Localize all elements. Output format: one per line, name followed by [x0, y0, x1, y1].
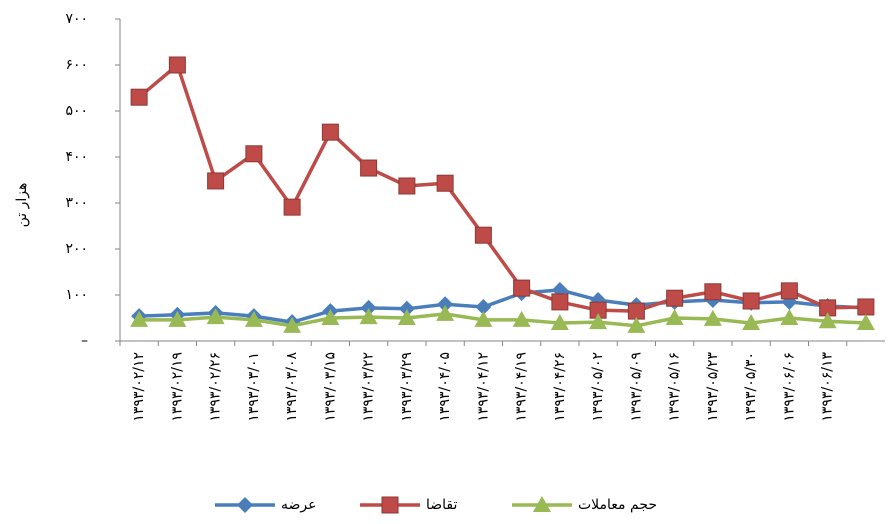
- x-tick-label: ۱۳۹۳/۰۳/۲۹: [399, 352, 415, 422]
- point: [627, 316, 646, 333]
- point: [437, 296, 454, 313]
- y-tick-label: ۲۰۰: [65, 241, 88, 257]
- point: [207, 172, 225, 190]
- legend-marker: [533, 496, 551, 512]
- point: [818, 312, 837, 329]
- y-tick-label: –: [81, 333, 88, 349]
- point: [627, 302, 645, 320]
- y-tick-label: ۷۰۰: [65, 11, 88, 27]
- x-tick-label: ۱۳۹۳/۰۳/۰۸: [284, 352, 300, 422]
- point: [513, 279, 531, 297]
- point: [283, 198, 301, 216]
- point: [397, 309, 416, 325]
- x-tick-label: ۱۳۹۳/۰۲/۲۶: [208, 352, 224, 422]
- point: [856, 314, 875, 331]
- x-tick-label: ۱۳۹۳/۰۴/۱۹: [514, 352, 530, 422]
- x-tick-label: ۱۳۹۳/۰۲/۱۲: [131, 352, 147, 422]
- y-tick-label: ۵۰۰: [65, 103, 88, 119]
- point: [283, 316, 302, 333]
- x-tick-label: ۱۳۹۳/۰۴/۱۲: [475, 352, 491, 422]
- point: [321, 123, 339, 141]
- point: [360, 159, 378, 177]
- x-tick-label: ۱۳۹۳/۰۵/۰۲: [590, 352, 606, 422]
- point: [551, 293, 569, 311]
- point: [436, 304, 455, 321]
- x-tick-label: ۱۳۹۳/۰۴/۰۵: [437, 352, 453, 422]
- legend-label: تقاضا: [426, 497, 458, 513]
- point: [130, 88, 148, 106]
- point: [665, 309, 684, 325]
- point: [742, 292, 760, 310]
- point: [398, 300, 415, 317]
- x-tick-label: ۱۳۹۳/۰۴/۲۶: [552, 352, 568, 422]
- point: [742, 314, 761, 331]
- series-line: [139, 312, 866, 328]
- point: [359, 308, 378, 325]
- point: [245, 145, 263, 163]
- y-tick-label: ۴۰۰: [65, 149, 88, 165]
- point: [398, 177, 416, 195]
- point: [780, 309, 799, 325]
- y-tick-label: ۱۰۰: [65, 287, 88, 303]
- y-tick-label: ۶۰۰: [65, 57, 88, 73]
- x-tick-label: ۱۳۹۳/۰۳/۰۱: [246, 352, 262, 422]
- x-tick-label: ۱۳۹۳/۰۳/۱۵: [322, 352, 338, 422]
- point: [130, 310, 149, 327]
- point: [780, 282, 798, 300]
- legend-label: عرضه: [281, 497, 316, 513]
- point: [168, 310, 187, 327]
- point: [550, 314, 569, 331]
- point: [321, 309, 340, 325]
- legend-marker: [381, 496, 399, 514]
- point: [704, 283, 722, 301]
- x-tick-label: ۱۳۹۳/۰۳/۲۲: [361, 352, 377, 422]
- point: [589, 313, 608, 330]
- x-tick-label: ۱۳۹۳/۰۵/۲۳: [705, 352, 721, 422]
- legend-marker: [237, 497, 253, 513]
- point: [666, 289, 684, 307]
- legend-label: حجم معاملات: [578, 497, 657, 513]
- series-line: [137, 61, 866, 313]
- point: [857, 298, 875, 316]
- point: [703, 309, 722, 326]
- x-tick-label: ۱۳۹۳/۰۲/۱۹: [169, 352, 185, 422]
- x-tick-label: ۱۳۹۳/۰۶/۱۳: [820, 352, 836, 422]
- y-tick-label: ۳۰۰: [65, 195, 88, 211]
- point: [474, 310, 493, 327]
- point: [475, 298, 492, 315]
- point: [168, 56, 186, 74]
- x-tick-label: ۱۳۹۳/۰۵/۳۰: [743, 352, 759, 422]
- point: [206, 308, 225, 325]
- point: [474, 226, 492, 244]
- y-axis-label: هزار تن: [14, 183, 30, 228]
- point: [436, 174, 454, 192]
- point: [512, 310, 531, 327]
- point: [244, 310, 263, 327]
- x-tick-label: ۱۳۹۳/۰۶/۰۶: [781, 352, 797, 422]
- x-tick-label: ۱۳۹۳/۰۵/۰۹: [628, 352, 644, 422]
- x-tick-label: ۱۳۹۳/۰۵/۱۶: [667, 352, 683, 422]
- point: [360, 299, 377, 316]
